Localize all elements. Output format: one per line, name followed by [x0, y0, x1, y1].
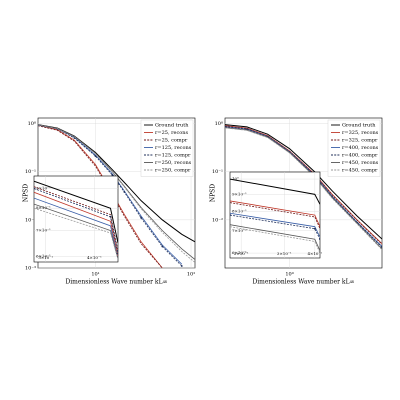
legend-label: r=450, recons	[342, 160, 379, 166]
x-tick-label: 10⁰	[285, 272, 293, 278]
series-line	[230, 226, 320, 254]
legend-label: r=325, recons	[342, 130, 379, 136]
legend-label: r=400, recons	[342, 145, 379, 151]
series-line	[38, 125, 163, 268]
y-tick-label: 10⁻¹	[212, 169, 223, 175]
y-tick-label: 6×10⁻¹	[232, 250, 247, 255]
y-tick-label: 10⁰	[232, 176, 239, 181]
series-group	[38, 124, 195, 268]
series-marker	[34, 187, 35, 190]
x-axis-label: Dimensionless Wave number kL∞	[65, 279, 167, 286]
series-line	[225, 127, 382, 250]
series-line	[230, 212, 320, 238]
x-tick-label: 4×10⁻¹	[87, 255, 102, 260]
series-line	[225, 125, 382, 245]
series-group	[225, 124, 382, 250]
legend-label: r=125, recons	[155, 145, 192, 151]
series-line	[34, 207, 118, 260]
inset-background	[229, 171, 321, 259]
series-marker	[123, 191, 126, 193]
series-marker	[140, 216, 142, 219]
y-tick-label: 10⁻²	[25, 217, 36, 223]
series-group	[34, 180, 118, 260]
series-marker	[313, 227, 316, 230]
y-tick-label: 10⁻²	[212, 217, 223, 223]
legend-label: r=400, compr	[342, 153, 378, 159]
series-line	[230, 202, 320, 229]
series-line	[230, 200, 320, 227]
y-axis-label: NPSD	[210, 184, 217, 202]
legend-label: r=325, compr	[342, 138, 378, 144]
x-tick-label: 3×10⁻¹	[277, 251, 292, 256]
y-tick-label: 10⁰	[215, 121, 223, 127]
y-tick-label: 9×10⁻¹	[232, 191, 247, 196]
legend-label: r=450, compr	[342, 168, 378, 174]
series-marker	[230, 214, 231, 216]
y-tick-label: 8×10⁻¹	[232, 208, 247, 213]
series-line	[34, 186, 118, 251]
x-tick-label: 2×10⁻¹	[234, 251, 249, 256]
series-line	[38, 124, 183, 267]
y-tick-label: 7×10⁻¹	[36, 228, 51, 233]
legend-label: Ground truth	[155, 123, 189, 129]
y-axis-label: NPSD	[23, 184, 30, 202]
legend-label: Ground truth	[342, 123, 376, 129]
series-marker	[319, 238, 320, 241]
series-line	[34, 180, 118, 244]
series-marker	[180, 265, 183, 267]
x-tick-label: 4×10⁻¹	[307, 251, 322, 256]
y-tick-label: 9×10⁻¹	[36, 186, 51, 191]
series-line	[38, 124, 195, 263]
legend-box	[140, 119, 194, 177]
x-tick-label: 3×10⁻¹	[38, 255, 53, 260]
legend-label: r=25, recons	[155, 130, 189, 136]
x-tick-label: 10¹	[91, 272, 99, 278]
series-group	[230, 178, 320, 254]
y-tick-label: 10⁰	[28, 121, 36, 127]
legend-label: r=25, compr	[155, 138, 188, 144]
series-marker	[109, 215, 112, 218]
series-line	[230, 224, 320, 251]
y-tick-label: 7×10⁻¹	[232, 228, 247, 233]
y-tick-label: 10⁻³	[25, 266, 36, 272]
series-marker	[111, 174, 114, 176]
series-line	[225, 124, 382, 240]
series-marker	[117, 252, 118, 255]
series-marker	[161, 245, 164, 248]
series-line	[230, 214, 320, 240]
series-line	[225, 126, 382, 248]
series-marker	[94, 155, 97, 158]
x-axis-label: Dimensionless Wave number kL∞	[252, 279, 354, 286]
y-tick-label: 10⁻¹	[25, 169, 36, 175]
legend-box	[327, 119, 381, 177]
legend-label: r=250, compr	[155, 168, 191, 174]
legend-label: r=125, compr	[155, 153, 191, 159]
series-line	[230, 178, 320, 205]
x-tick-label: 10²	[187, 272, 195, 278]
legend-label: r=250, recons	[155, 160, 192, 166]
series-line	[34, 191, 118, 257]
y-tick-label: 6×10⁻¹	[36, 253, 51, 258]
